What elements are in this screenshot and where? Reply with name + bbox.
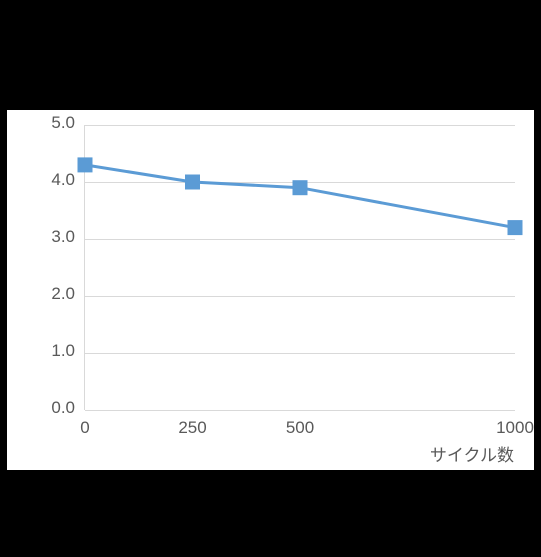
series-marker: [186, 175, 200, 189]
series-marker: [293, 181, 307, 195]
plot-svg: [7, 110, 534, 470]
series-marker: [508, 221, 522, 235]
chart-panel: 0.01.02.03.04.05.002505001000サイクル数: [7, 110, 534, 470]
chart-root: 0.01.02.03.04.05.002505001000サイクル数: [0, 0, 541, 557]
series-marker: [78, 158, 92, 172]
series-line: [85, 165, 515, 228]
